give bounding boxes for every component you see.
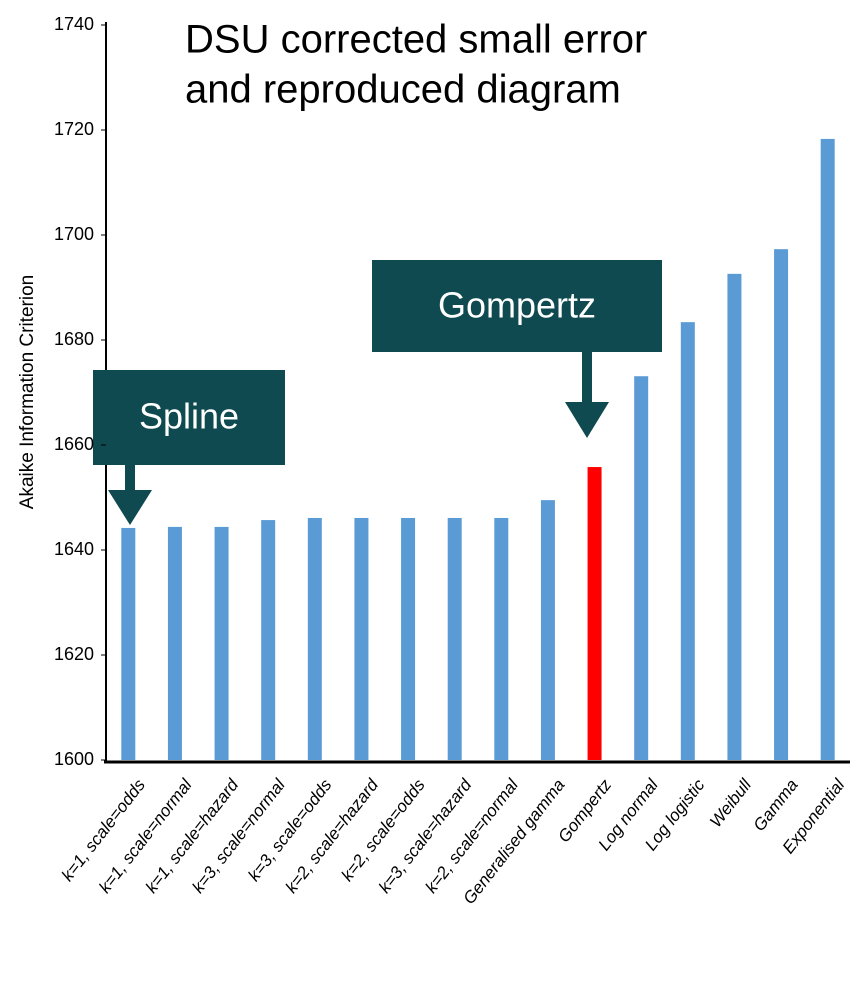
bar xyxy=(121,527,136,760)
y-tick-label: 1660 xyxy=(54,434,94,454)
bars xyxy=(121,138,835,761)
bar xyxy=(261,520,276,760)
bar xyxy=(727,273,742,760)
y-tick-label: 1620 xyxy=(54,644,94,664)
bar xyxy=(774,249,789,761)
x-tick-label: k=2, scale=odds xyxy=(338,775,430,885)
bar xyxy=(540,500,555,760)
arrow xyxy=(108,465,152,525)
y-tick-label: 1720 xyxy=(54,119,94,139)
y-tick-label: 1640 xyxy=(54,539,94,559)
bar xyxy=(167,526,182,760)
bar xyxy=(307,517,322,760)
bar xyxy=(494,517,509,760)
annotation: Spline xyxy=(139,396,239,437)
bar xyxy=(634,376,649,760)
y-tick-label: 1700 xyxy=(54,224,94,244)
annotation: Gompertz xyxy=(438,285,596,326)
y-tick-label: 1600 xyxy=(54,749,94,769)
annotation-box xyxy=(93,370,285,465)
bar xyxy=(401,517,416,760)
y-tick-label: 1740 xyxy=(54,14,94,34)
bar xyxy=(214,526,229,760)
chart-title: DSU corrected small error xyxy=(185,18,647,62)
x-tick-label: k=3, scale=odds xyxy=(244,775,336,885)
chart-title: and reproduced diagram xyxy=(185,68,621,112)
bar xyxy=(587,467,602,760)
y-tick-label: 1680 xyxy=(54,329,94,349)
x-tick-label: k=1, scale=odds xyxy=(58,775,150,885)
arrow xyxy=(565,352,609,438)
y-axis-title: Akaike Information Criterion xyxy=(17,275,38,509)
x-tick-label: Weibull xyxy=(706,775,756,831)
bar xyxy=(447,517,462,760)
annotation-box xyxy=(372,260,662,352)
bar xyxy=(354,517,369,760)
bar xyxy=(820,138,835,761)
bar xyxy=(680,322,695,760)
